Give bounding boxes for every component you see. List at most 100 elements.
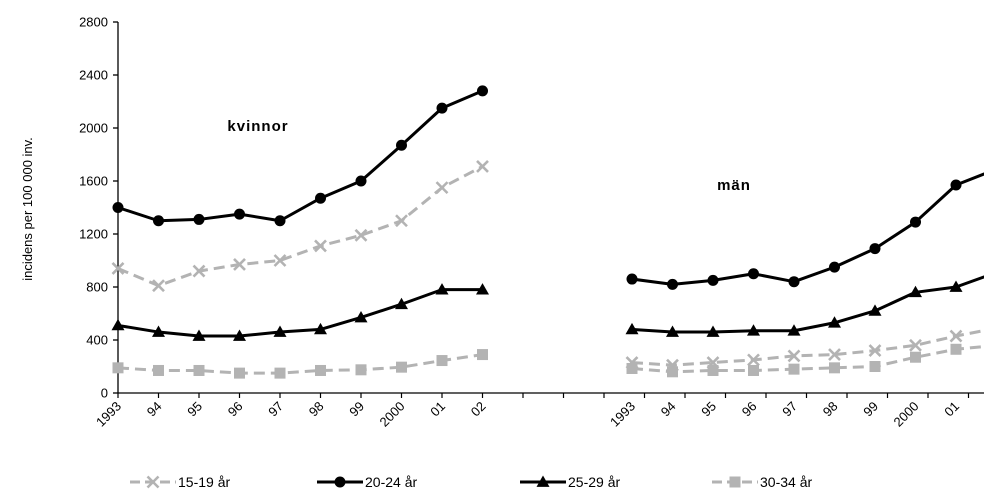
series-line <box>631 172 984 286</box>
data-point <box>706 356 720 369</box>
data-point <box>435 283 449 295</box>
series-15-19-r <box>625 329 984 372</box>
y-tick-label: 2000 <box>79 121 108 136</box>
x-tick-label: 01 <box>941 399 962 420</box>
data-point <box>868 304 882 316</box>
x-tick-label: 98 <box>820 399 841 420</box>
legend-marker <box>536 475 550 487</box>
legend-label: 25-29 år <box>568 474 620 490</box>
series-line <box>631 275 984 334</box>
legend-label: 20-24 år <box>365 474 417 490</box>
data-point <box>869 243 881 255</box>
x-tick-label: 94 <box>144 399 165 420</box>
data-point <box>477 85 488 97</box>
data-point <box>869 361 881 372</box>
data-point <box>192 264 206 278</box>
panel-annotation: kvinnor <box>227 118 288 135</box>
data-point <box>868 344 882 358</box>
legend-marker <box>334 476 346 488</box>
x-tick-label: 96 <box>739 399 760 420</box>
data-point <box>193 364 205 376</box>
data-point <box>747 353 760 367</box>
x-tick-label: 01 <box>427 399 448 420</box>
series-25-29-r <box>111 283 489 341</box>
data-point <box>153 215 164 227</box>
data-point <box>436 102 448 114</box>
legend-label: 15-19 år <box>178 474 230 490</box>
data-point <box>828 348 841 361</box>
data-point <box>112 362 124 374</box>
data-point <box>192 329 206 341</box>
data-point <box>315 364 326 376</box>
x-tick-label: 99 <box>860 399 881 420</box>
data-point <box>625 356 639 369</box>
data-point <box>625 322 639 335</box>
data-point <box>355 364 367 376</box>
data-point <box>274 367 286 379</box>
data-point <box>395 214 408 228</box>
series-line <box>631 345 984 374</box>
legend-item: 20-24 år <box>317 474 417 490</box>
y-tick-label: 400 <box>86 333 108 348</box>
data-point <box>274 215 286 227</box>
y-tick-label: 800 <box>86 280 108 295</box>
x-tick-label: 1993 <box>93 399 124 430</box>
axes: 0 400 800 1200 1600 2000 2400 2800 1993 94 95 96 97 9… <box>79 15 984 430</box>
data-point <box>395 297 408 310</box>
series-20-24-r <box>112 85 488 227</box>
series-line <box>117 288 483 338</box>
x-tick-label: 94 <box>658 399 679 420</box>
data-point <box>476 160 489 173</box>
data-point <box>626 273 638 285</box>
data-point <box>354 310 368 323</box>
data-point <box>314 239 327 253</box>
data-point <box>436 355 448 367</box>
data-point <box>396 361 407 373</box>
data-point <box>909 285 922 298</box>
y-tick-label: 1200 <box>79 227 108 242</box>
data-point <box>234 208 245 220</box>
chart-panels: kvinnor män <box>111 85 984 379</box>
x-tick-label: 98 <box>306 399 327 420</box>
x-tick-label: 99 <box>346 399 367 420</box>
legend-item: 15-19 år <box>130 474 230 490</box>
legend: 15-19 år 20-24 år 25-29 år 30-34 år <box>130 474 812 490</box>
data-point <box>748 364 759 376</box>
data-point <box>153 364 164 376</box>
data-point <box>111 262 125 275</box>
panel-man: män <box>625 172 984 378</box>
x-tick-label: 2000 <box>891 399 922 430</box>
data-point <box>355 175 367 187</box>
data-point <box>666 325 679 337</box>
data-point <box>788 276 800 288</box>
data-point <box>950 179 962 191</box>
data-point <box>949 280 963 292</box>
data-point <box>273 325 287 337</box>
data-point <box>233 258 246 271</box>
data-point <box>667 366 678 378</box>
data-point <box>910 351 921 363</box>
x-tick-label: 2000 <box>377 399 408 430</box>
data-point <box>112 202 124 213</box>
data-point <box>435 181 449 195</box>
data-point <box>111 318 125 331</box>
series-20-24-r <box>626 172 984 290</box>
y-tick-label: 2800 <box>79 15 108 30</box>
data-point <box>910 216 921 228</box>
series-30-34-r <box>112 349 488 379</box>
data-point <box>706 325 720 337</box>
data-point <box>828 316 841 328</box>
data-point <box>909 338 922 352</box>
panel-annotation: män <box>717 177 751 194</box>
data-point <box>788 363 800 375</box>
data-point <box>193 213 205 225</box>
data-point <box>666 358 679 372</box>
data-point <box>787 349 801 363</box>
series-30-34-r <box>626 343 984 378</box>
data-point <box>315 192 326 204</box>
data-point <box>477 349 488 361</box>
panel-kvinnor: kvinnor <box>111 85 489 379</box>
x-tick-label: 97 <box>265 399 286 420</box>
data-point <box>354 228 368 242</box>
y-axis-label: incidens per 100 000 inv. <box>20 137 35 281</box>
